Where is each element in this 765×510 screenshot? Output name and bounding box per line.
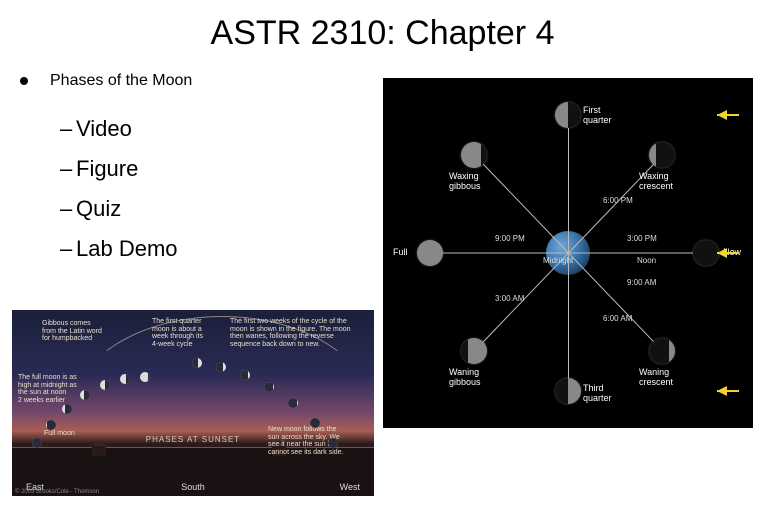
sky-annotation: The full moon is as high at midnight as …	[18, 374, 77, 405]
phase-label: Waning gibbous	[449, 368, 481, 388]
mini-moon-icon	[288, 398, 298, 408]
mini-moon-icon	[310, 418, 320, 428]
moon-phase-icon	[649, 142, 675, 168]
mini-moon-icon	[264, 382, 274, 392]
mini-moon-icon	[62, 404, 72, 414]
sub-item-video: –Video	[60, 116, 178, 142]
mini-moon-icon	[80, 390, 90, 400]
moon-phase-icon	[461, 338, 487, 364]
sunlight-arrow-icon	[717, 386, 749, 396]
mini-moon-icon	[140, 372, 150, 382]
moon-phase-icon	[555, 102, 581, 128]
moon-phase-diagram: First quarter Waxing gibbous Full Waning gi…	[383, 78, 753, 428]
sub-item-figure: –Figure	[60, 156, 178, 182]
time-label: 3:00 AM	[495, 294, 524, 303]
spoke-line	[569, 253, 707, 254]
mini-moon-icon	[240, 370, 250, 380]
time-label: 9:00 PM	[495, 234, 525, 243]
sunlight-arrow-icon	[717, 110, 749, 120]
spoke-line	[431, 253, 569, 254]
time-label: 6:00 PM	[603, 196, 633, 205]
sky-phases-figure: PHASES AT SUNSET East South West © 2005 …	[12, 310, 374, 496]
mini-moon-icon	[46, 420, 56, 430]
sub-item-quiz: –Quiz	[60, 196, 178, 222]
mini-moon-icon	[100, 380, 110, 390]
main-bullet-text: Phases of the Moon	[50, 72, 192, 90]
moon-phase-icon	[461, 142, 487, 168]
main-bullet: Phases of the Moon	[20, 72, 192, 90]
mini-moon-icon	[216, 362, 226, 372]
phase-label: Full	[393, 248, 408, 258]
phase-label: First quarter	[583, 106, 612, 126]
phase-label: Third quarter	[583, 384, 612, 404]
sky-annotation: Gibbous comes from the Latin word for hu…	[42, 320, 102, 343]
figure-credit: © 2005 Brooks/Cole - Thomson	[15, 489, 99, 495]
spoke-line	[568, 115, 569, 253]
time-label: 9:00 AM	[627, 278, 656, 287]
moon-phase-icon	[417, 240, 443, 266]
compass-west: West	[340, 482, 360, 492]
phase-label: Waning crescent	[639, 368, 673, 388]
page-title: ASTR 2310: Chapter 4	[0, 0, 765, 61]
spoke-line	[568, 253, 663, 352]
time-label: Noon	[637, 256, 656, 265]
sky-annotation: Full moon	[44, 430, 75, 438]
spoke-line	[568, 253, 569, 391]
phase-label: Waxing gibbous	[449, 172, 481, 192]
bullet-dot-icon	[20, 77, 28, 85]
sunlight-arrow-icon	[717, 248, 749, 258]
phase-label: Waxing crescent	[639, 172, 673, 192]
moon-phase-icon	[649, 338, 675, 364]
moon-phase-icon	[555, 378, 581, 404]
sky-annotation: The first two weeks of the cycle of the …	[230, 318, 351, 349]
time-label: 3:00 PM	[627, 234, 657, 243]
mini-moon-icon	[192, 358, 202, 368]
sub-bullet-list: –Video –Figure –Quiz –Lab Demo	[60, 116, 178, 276]
sky-annotation: The first quarter moon is about a week t…	[152, 318, 203, 349]
time-label: 6:00 AM	[603, 314, 632, 323]
sub-item-lab-demo: –Lab Demo	[60, 236, 178, 262]
mini-moon-icon	[32, 438, 42, 448]
time-label: Midnight	[543, 256, 573, 265]
mini-moon-icon	[328, 438, 338, 448]
mini-moon-icon	[120, 374, 130, 384]
moon-phase-icon	[693, 240, 719, 266]
